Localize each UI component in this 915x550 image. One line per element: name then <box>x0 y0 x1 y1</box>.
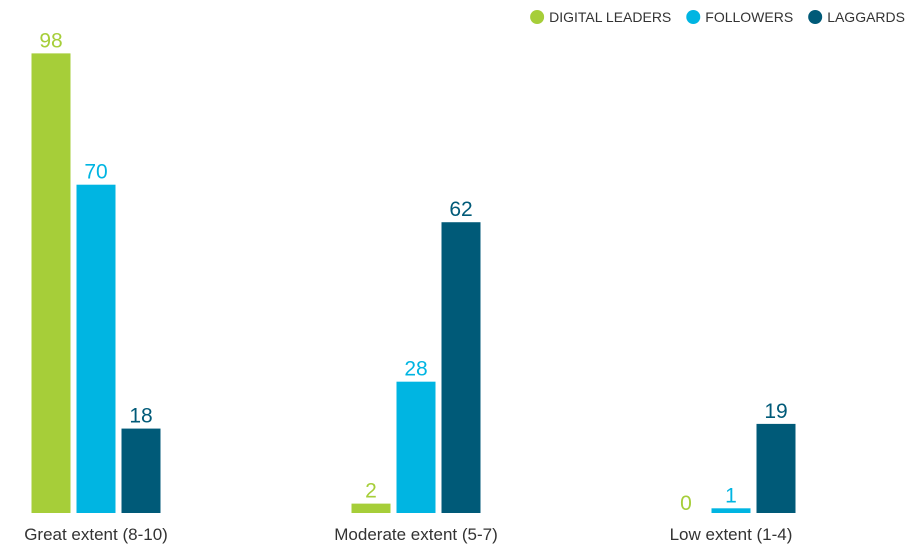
legend-label: FOLLOWERS <box>705 9 793 25</box>
x-tick-label: Low extent (1-4) <box>670 525 793 544</box>
legend-marker <box>530 10 545 24</box>
legend-label: LAGGARDS <box>827 9 905 25</box>
x-tick-label: Moderate extent (5-7) <box>334 525 497 544</box>
data-label: 19 <box>764 400 787 423</box>
legend-marker <box>686 10 701 24</box>
data-label: 98 <box>39 29 62 52</box>
data-label: 62 <box>449 198 472 221</box>
x-tick-label: Great extent (8-10) <box>24 525 168 544</box>
bar <box>756 423 796 513</box>
bar <box>351 503 391 513</box>
bar <box>711 508 751 513</box>
data-label: 70 <box>84 161 107 184</box>
bar <box>441 222 481 513</box>
data-label: 2 <box>365 480 377 503</box>
data-label: 1 <box>725 484 737 507</box>
legend-marker <box>808 10 823 24</box>
legend-label: DIGITAL LEADERS <box>549 9 671 25</box>
data-label: 0 <box>680 492 692 515</box>
data-label: 28 <box>404 358 427 381</box>
bar <box>121 428 161 513</box>
bar <box>76 184 116 513</box>
data-label: 18 <box>129 405 152 428</box>
bar <box>31 53 71 513</box>
bar <box>396 381 436 513</box>
